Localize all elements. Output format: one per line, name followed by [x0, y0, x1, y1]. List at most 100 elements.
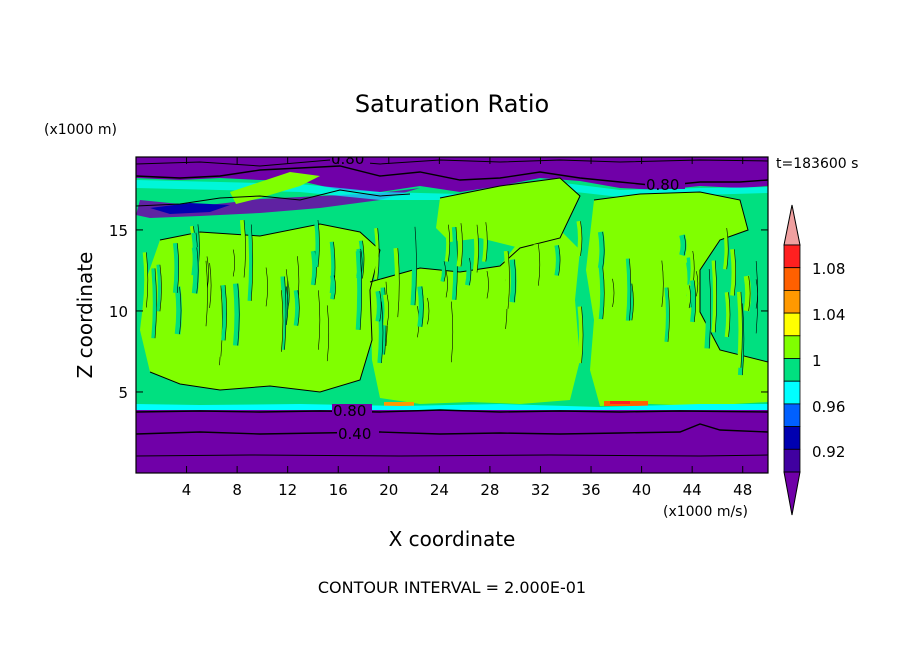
- cloud-streak-contour: [460, 223, 463, 267]
- cloud-streak: [451, 226, 458, 300]
- cloud-streak: [156, 264, 161, 312]
- cloud-streak-contour: [362, 240, 365, 279]
- cloud-streak: [229, 249, 235, 277]
- upper-dry-layer: [136, 157, 768, 192]
- cloud-streak-contour: [205, 260, 208, 327]
- cloud-streak: [280, 276, 287, 350]
- y-tick-label: 5: [118, 384, 128, 402]
- cloud-streak: [444, 224, 450, 262]
- cloud-streak: [375, 290, 382, 322]
- x-tick-label: 48: [733, 481, 752, 499]
- cloud-streak: [310, 250, 317, 286]
- cloud-streak: [690, 280, 696, 323]
- cloud-streak: [393, 247, 400, 318]
- cloud-streak-contour: [333, 275, 336, 300]
- cloud-streak: [711, 260, 717, 333]
- x-tick-label: 24: [430, 481, 449, 499]
- colorbar-segment: [783, 244, 801, 269]
- colorbar-segment: [783, 289, 801, 314]
- contour-label-bg-3: [332, 404, 372, 418]
- lower-dry-layer: [136, 410, 768, 473]
- cloud-streak: [322, 305, 330, 362]
- contour-label-1: 0.80: [331, 150, 364, 168]
- x-tick-label: 20: [379, 481, 398, 499]
- colorbar-segment: [783, 448, 801, 473]
- cloud-streak: [657, 260, 664, 308]
- cloud-streak-contour: [427, 297, 430, 325]
- x-tick-label: 36: [581, 481, 600, 499]
- cloud-streak-contour: [146, 252, 149, 308]
- cloud-streak-contour: [696, 271, 699, 297]
- green-region-center: [370, 230, 580, 404]
- cloud-streak: [723, 227, 728, 270]
- x-tick-label: 28: [480, 481, 499, 499]
- contour-line-cloud-center: [369, 177, 581, 283]
- colorbar-segment: [783, 335, 801, 359]
- cloud-streak: [247, 224, 253, 301]
- cloud-streak-contour: [284, 276, 287, 350]
- cloud-streak: [374, 227, 379, 280]
- cloud-streak: [239, 219, 246, 278]
- cloud-streak-contour: [581, 306, 584, 364]
- x-tick-label: 16: [329, 481, 348, 499]
- cloud-streak: [724, 291, 730, 338]
- cloud-streak-contour: [683, 234, 686, 256]
- cloud-streak: [704, 268, 712, 349]
- cloud-streak: [330, 274, 336, 300]
- cloud-streak-contour: [558, 245, 561, 276]
- cloud-streak-contour: [196, 247, 199, 294]
- contour-line-mid-upper: [136, 189, 411, 207]
- cloud-streak-contour: [179, 286, 182, 335]
- colorbar-segment: [783, 380, 801, 405]
- contour-line-0.40: [136, 423, 768, 435]
- cloud-streak-contour: [154, 268, 157, 339]
- contour-label-4: 0.40: [338, 425, 371, 443]
- cloud-streak: [456, 222, 463, 267]
- cloud-streak: [151, 268, 157, 339]
- colorbar-segment: [783, 426, 801, 450]
- cloud-streak: [684, 284, 691, 309]
- plot-area: 0.80 0.80 0.80 0.40: [136, 150, 768, 473]
- upper-blue-layer: [150, 203, 230, 214]
- cloud-streak-contour: [318, 290, 321, 350]
- x-tick-label: 8: [232, 481, 242, 499]
- cloud-streak-contour: [693, 280, 697, 322]
- cloud-streak-contour: [485, 222, 488, 262]
- y-units-label: (x1000 m): [44, 122, 117, 138]
- cloud-streak-contour: [476, 224, 479, 273]
- cloud-streak-contour: [397, 248, 400, 318]
- cloud-streak-contour: [176, 243, 179, 293]
- cloud-streak: [743, 275, 752, 312]
- cloud-streak: [172, 242, 179, 294]
- x-tick-label: 32: [531, 481, 550, 499]
- cloud-streak: [446, 301, 454, 363]
- cloud-streak: [482, 221, 488, 262]
- cloud-streak-contour: [377, 228, 380, 280]
- contour-interval-label: CONTOUR INTERVAL = 2.000E-01: [318, 578, 586, 597]
- colorbar-label: 0.96: [812, 398, 845, 416]
- cloud-streak-contour: [748, 275, 751, 311]
- cloud-streak-contour: [286, 286, 289, 325]
- cloud-streak-contour: [224, 285, 227, 341]
- cloud-streak-contour: [359, 251, 362, 330]
- cloud-streak: [232, 283, 241, 346]
- y-tick-label: 10: [109, 303, 128, 321]
- cloud-streak: [216, 285, 223, 357]
- cloud-streak-contour: [281, 290, 284, 352]
- cloud-streak-contour: [602, 267, 605, 320]
- cloud-streak: [293, 289, 300, 327]
- colorbar-segment: [783, 403, 801, 427]
- cloud-streak-contour: [317, 219, 320, 268]
- cloud-streak-contour: [250, 224, 254, 301]
- cloud-streak-contour: [537, 244, 541, 286]
- cloud-streak: [423, 297, 430, 325]
- cloud-streak: [383, 294, 389, 326]
- x-tick-label: 4: [182, 481, 192, 499]
- cloud-streak: [174, 286, 182, 335]
- cloud-streak-contour: [379, 291, 382, 322]
- plot-frame: [135, 156, 769, 474]
- green-region-upper: [436, 178, 580, 248]
- cloud-streak-contour: [486, 270, 489, 299]
- x-tick-label: 40: [632, 481, 651, 499]
